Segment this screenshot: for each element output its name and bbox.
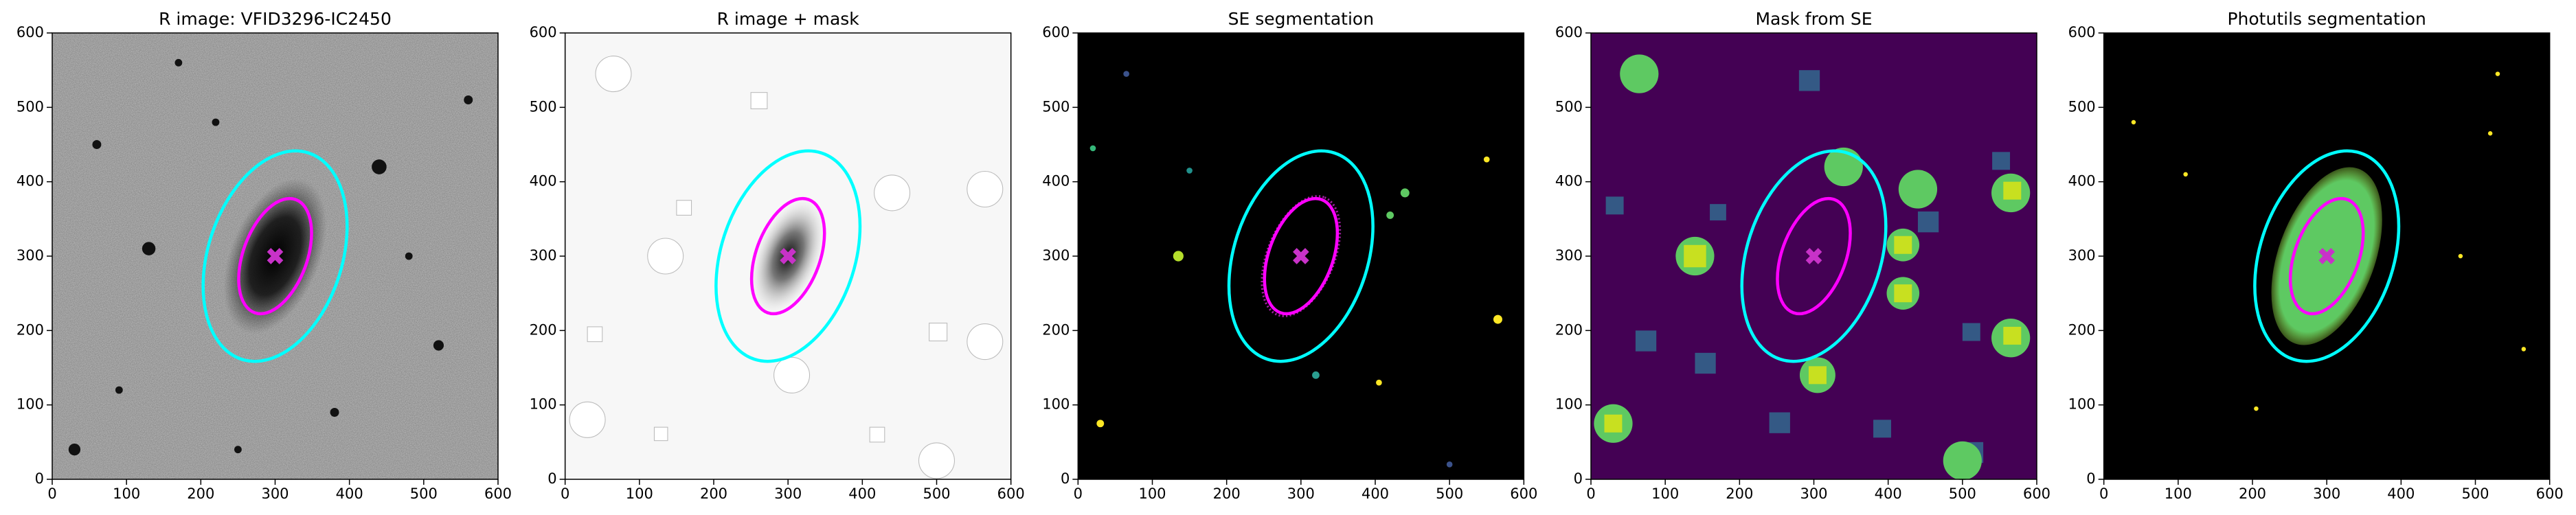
ellipse [749, 196, 826, 316]
y-tick-label: 300 [1555, 247, 1583, 264]
y-tick-label: 100 [1042, 396, 1070, 413]
overlay [1227, 149, 1375, 363]
center-marker [1293, 248, 1309, 264]
y-tick-label: 600 [16, 24, 44, 41]
y-tick-label: 600 [530, 24, 557, 41]
panel-title: Photutils segmentation [2227, 9, 2426, 29]
ellipse [1776, 196, 1852, 316]
ellipse [2253, 149, 2401, 363]
center-marker [1805, 248, 1822, 264]
ellipse [237, 196, 313, 316]
x-tick-label: 100 [2165, 485, 2192, 502]
y-tick-label: 300 [530, 247, 557, 264]
x-tick-label: 200 [700, 485, 727, 502]
ellipse [201, 149, 349, 363]
center-marker [267, 248, 284, 264]
y-tick-label: 200 [530, 321, 557, 338]
y-tick-label: 200 [1042, 321, 1070, 338]
x-tick-label: 0 [1586, 485, 1595, 502]
x-tick-label: 100 [626, 485, 653, 502]
y-tick-label: 0 [2086, 470, 2095, 487]
y-tick-label: 400 [1555, 173, 1583, 190]
y-tick-label: 600 [1555, 24, 1583, 41]
y-tick-label: 400 [16, 173, 44, 190]
x-tick-label: 500 [2461, 485, 2489, 502]
x-tick-label: 200 [1726, 485, 1753, 502]
x-tick-label: 300 [2313, 485, 2340, 502]
x-tick-label: 0 [47, 485, 56, 502]
x-tick-label: 100 [113, 485, 140, 502]
y-tick-label: 100 [16, 396, 44, 413]
panel-title: SE segmentation [1228, 9, 1374, 29]
y-tick-label: 300 [16, 247, 44, 264]
x-tick-label: 0 [2099, 485, 2108, 502]
y-tick-label: 500 [530, 98, 557, 115]
y-tick-label: 0 [547, 470, 556, 487]
y-tick-label: 200 [2068, 321, 2096, 338]
x-tick-label: 300 [774, 485, 802, 502]
panel-title: R image: VFID3296-IC2450 [159, 9, 392, 29]
x-tick-label: 300 [1287, 485, 1315, 502]
y-tick-label: 100 [530, 396, 557, 413]
y-tick-label: 500 [2068, 98, 2096, 115]
y-tick-label: 400 [1042, 173, 1070, 190]
x-tick-label: 0 [1074, 485, 1083, 502]
x-tick-label: 400 [848, 485, 876, 502]
x-tick-label: 0 [561, 485, 569, 502]
y-tick-label: 0 [35, 470, 44, 487]
x-tick-label: 200 [2239, 485, 2266, 502]
x-tick-label: 500 [923, 485, 950, 502]
y-tick-label: 200 [1555, 321, 1583, 338]
center-marker [2318, 248, 2336, 264]
x-tick-label: 600 [1510, 485, 1537, 502]
panel-title: R image + mask [717, 9, 860, 29]
x-tick-label: 500 [1949, 485, 1976, 502]
x-tick-label: 600 [484, 485, 512, 502]
x-tick-label: 500 [410, 485, 438, 502]
y-tick-label: 100 [1555, 396, 1583, 413]
x-tick-label: 500 [1436, 485, 1463, 502]
x-tick-label: 200 [187, 485, 214, 502]
x-tick-label: 200 [1213, 485, 1241, 502]
overlay [714, 149, 862, 363]
y-tick-label: 0 [1061, 470, 1070, 487]
y-tick-label: 600 [2068, 24, 2096, 41]
x-tick-label: 300 [1800, 485, 1827, 502]
y-tick-label: 200 [16, 321, 44, 338]
ellipse [714, 149, 862, 363]
x-tick-label: 100 [1651, 485, 1679, 502]
y-tick-label: 100 [2068, 396, 2096, 413]
ellipse [2288, 196, 2365, 316]
y-tick-label: 300 [1042, 247, 1070, 264]
x-tick-label: 300 [261, 485, 289, 502]
overlay [2253, 149, 2401, 363]
ellipse [1227, 149, 1375, 363]
overlay [1740, 149, 1888, 363]
ellipse [1263, 196, 1340, 316]
y-tick-label: 500 [16, 98, 44, 115]
y-tick-label: 0 [1574, 470, 1583, 487]
x-tick-label: 100 [1138, 485, 1166, 502]
y-tick-label: 400 [530, 173, 557, 190]
x-tick-label: 600 [2536, 485, 2564, 502]
y-tick-label: 500 [1042, 98, 1070, 115]
y-tick-label: 400 [2068, 173, 2096, 190]
x-tick-label: 600 [2023, 485, 2050, 502]
x-tick-label: 400 [2387, 485, 2415, 502]
overlay [201, 149, 349, 363]
panel-title: Mask from SE [1755, 9, 1872, 29]
y-tick-label: 500 [1555, 98, 1583, 115]
y-tick-label: 600 [1042, 24, 1070, 41]
y-tick-label: 300 [2068, 247, 2096, 264]
x-tick-label: 400 [336, 485, 363, 502]
x-tick-label: 400 [1875, 485, 1902, 502]
x-tick-label: 400 [1362, 485, 1389, 502]
x-tick-label: 600 [997, 485, 1025, 502]
ellipse [1740, 149, 1888, 363]
center-marker [780, 248, 796, 264]
